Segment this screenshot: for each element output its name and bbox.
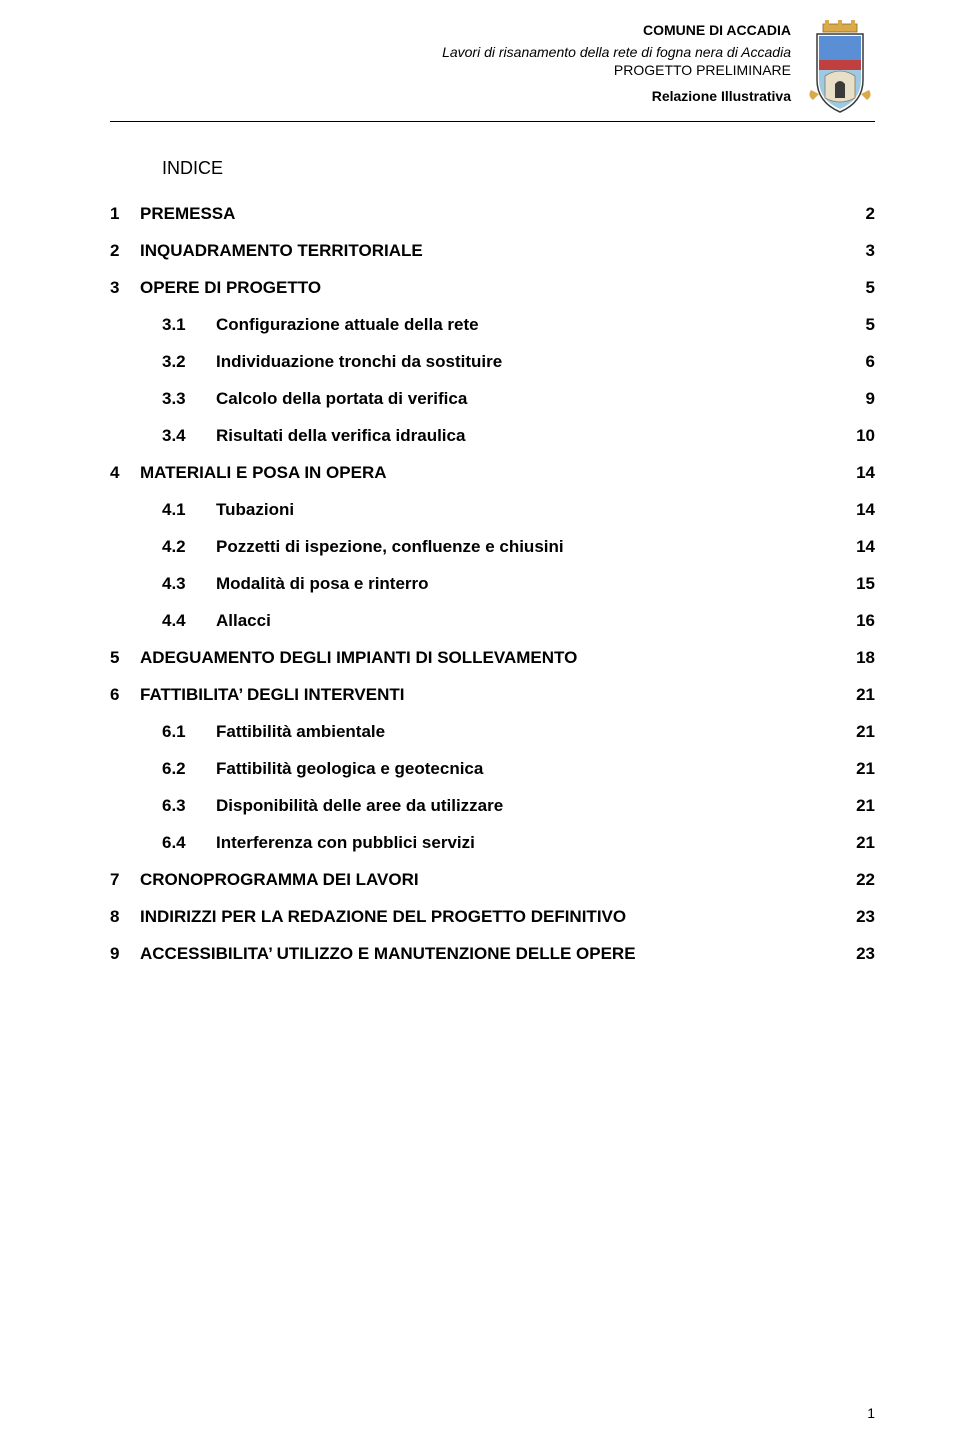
toc-entry-number: 4.1 bbox=[162, 501, 216, 518]
header-text: COMUNE DI ACCADIA Lavori di risanamento … bbox=[442, 20, 805, 104]
toc-entry-title: INDIRIZZI PER LA REDAZIONE DEL PROGETTO … bbox=[140, 908, 626, 925]
toc-entry-page: 15 bbox=[849, 575, 875, 592]
toc-entry-page: 23 bbox=[849, 908, 875, 925]
toc-entry-title: CRONOPROGRAMMA DEI LAVORI bbox=[140, 871, 419, 888]
toc-entry-page: 21 bbox=[849, 834, 875, 851]
toc-entry-number: 8 bbox=[110, 908, 140, 925]
toc-entry: 9ACCESSIBILITA’ UTILIZZO E MANUTENZIONE … bbox=[110, 945, 875, 962]
toc-entry-page: 22 bbox=[849, 871, 875, 888]
toc-entry-page: 23 bbox=[849, 945, 875, 962]
toc-entry-page: 2 bbox=[849, 205, 875, 222]
toc-entry: 7CRONOPROGRAMMA DEI LAVORI 22 bbox=[110, 871, 875, 888]
toc-entry-title: Pozzetti di ispezione, confluenze e chiu… bbox=[216, 538, 564, 555]
indice-title: INDICE bbox=[162, 158, 875, 179]
toc-entry: 3OPERE DI PROGETTO 5 bbox=[110, 279, 875, 296]
toc-entry: 8INDIRIZZI PER LA REDAZIONE DEL PROGETTO… bbox=[110, 908, 875, 925]
toc-entry-title: Disponibilità delle aree da utilizzare bbox=[216, 797, 503, 814]
toc-entry-title: ADEGUAMENTO DEGLI IMPIANTI DI SOLLEVAMEN… bbox=[140, 649, 577, 666]
toc-entry-title: Interferenza con pubblici servizi bbox=[216, 834, 475, 851]
toc-entry-number: 3.2 bbox=[162, 353, 216, 370]
toc-entry-number: 5 bbox=[110, 649, 140, 666]
toc-entry-number: 6.1 bbox=[162, 723, 216, 740]
toc-entry-title: OPERE DI PROGETTO bbox=[140, 279, 321, 296]
toc-entry: 4.2Pozzetti di ispezione, confluenze e c… bbox=[162, 538, 875, 555]
toc-entry: 4.3Modalità di posa e rinterro 15 bbox=[162, 575, 875, 592]
toc-entry: 1PREMESSA 2 bbox=[110, 205, 875, 222]
toc-entry-page: 3 bbox=[849, 242, 875, 259]
toc-entry: 6.1Fattibilità ambientale 21 bbox=[162, 723, 875, 740]
toc-entry-number: 4 bbox=[110, 464, 140, 481]
toc-entry-number: 3 bbox=[110, 279, 140, 296]
toc-entry-page: 16 bbox=[849, 612, 875, 629]
document-page: COMUNE DI ACCADIA Lavori di risanamento … bbox=[0, 0, 960, 1449]
toc-entry-title: Modalità di posa e rinterro bbox=[216, 575, 429, 592]
toc-entry: 4.4Allacci 16 bbox=[162, 612, 875, 629]
toc-entry: 6.4Interferenza con pubblici servizi 21 bbox=[162, 834, 875, 851]
toc-entry-page: 21 bbox=[849, 723, 875, 740]
toc-entry-page: 18 bbox=[849, 649, 875, 666]
toc-entry-title: Fattibilità ambientale bbox=[216, 723, 385, 740]
toc-entry-number: 6.4 bbox=[162, 834, 216, 851]
toc-entry: 3.3Calcolo della portata di verifica 9 bbox=[162, 390, 875, 407]
toc-entry-title: Configurazione attuale della rete bbox=[216, 316, 479, 333]
toc-entry-number: 7 bbox=[110, 871, 140, 888]
toc-entry: 6.2Fattibilità geologica e geotecnica 21 bbox=[162, 760, 875, 777]
table-of-contents: 1PREMESSA22INQUADRAMENTO TERRITORIALE33O… bbox=[110, 205, 875, 962]
header: COMUNE DI ACCADIA Lavori di risanamento … bbox=[430, 20, 875, 115]
toc-entry-page: 21 bbox=[849, 686, 875, 703]
toc-entry: 2INQUADRAMENTO TERRITORIALE 3 bbox=[110, 242, 875, 259]
toc-entry-number: 6 bbox=[110, 686, 140, 703]
toc-entry-title: MATERIALI E POSA IN OPERA bbox=[140, 464, 387, 481]
toc-entry: 6FATTIBILITA’ DEGLI INTERVENTI 21 bbox=[110, 686, 875, 703]
toc-entry-title: PREMESSA bbox=[140, 205, 235, 222]
toc-entry-title: INQUADRAMENTO TERRITORIALE bbox=[140, 242, 423, 259]
toc-entry-page: 14 bbox=[849, 538, 875, 555]
toc-entry: 5ADEGUAMENTO DEGLI IMPIANTI DI SOLLEVAME… bbox=[110, 649, 875, 666]
crest-icon bbox=[805, 20, 875, 115]
toc-entry-page: 10 bbox=[849, 427, 875, 444]
toc-entry-number: 4.3 bbox=[162, 575, 216, 592]
header-doc-type: PROGETTO PRELIMINARE bbox=[442, 62, 791, 78]
header-divider bbox=[110, 121, 875, 122]
toc-entry-number: 9 bbox=[110, 945, 140, 962]
toc-entry: 4.1Tubazioni 14 bbox=[162, 501, 875, 518]
toc-entry-page: 9 bbox=[849, 390, 875, 407]
toc-entry: 6.3Disponibilità delle aree da utilizzar… bbox=[162, 797, 875, 814]
toc-entry-number: 3.1 bbox=[162, 316, 216, 333]
toc-entry-title: Individuazione tronchi da sostituire bbox=[216, 353, 502, 370]
header-row: COMUNE DI ACCADIA Lavori di risanamento … bbox=[430, 20, 875, 115]
toc-entry-title: FATTIBILITA’ DEGLI INTERVENTI bbox=[140, 686, 404, 703]
toc-entry-number: 1 bbox=[110, 205, 140, 222]
toc-entry-title: Tubazioni bbox=[216, 501, 294, 518]
toc-entry: 3.1Configurazione attuale della rete 5 bbox=[162, 316, 875, 333]
toc-entry-number: 4.2 bbox=[162, 538, 216, 555]
toc-entry-page: 5 bbox=[849, 279, 875, 296]
page-number: 1 bbox=[867, 1405, 875, 1421]
toc-entry-page: 21 bbox=[849, 760, 875, 777]
toc-entry-title: Risultati della verifica idraulica bbox=[216, 427, 465, 444]
toc-entry-number: 6.2 bbox=[162, 760, 216, 777]
toc-entry-title: Allacci bbox=[216, 612, 271, 629]
toc-entry-number: 2 bbox=[110, 242, 140, 259]
toc-entry-page: 14 bbox=[849, 464, 875, 481]
toc-entry: 4MATERIALI E POSA IN OPERA 14 bbox=[110, 464, 875, 481]
toc-entry-page: 5 bbox=[849, 316, 875, 333]
toc-entry-number: 4.4 bbox=[162, 612, 216, 629]
toc-entry-title: ACCESSIBILITA’ UTILIZZO E MANUTENZIONE D… bbox=[140, 945, 636, 962]
toc-entry-page: 14 bbox=[849, 501, 875, 518]
toc-entry-number: 3.3 bbox=[162, 390, 216, 407]
toc-entry-number: 3.4 bbox=[162, 427, 216, 444]
toc-entry: 3.4Risultati della verifica idraulica 10 bbox=[162, 427, 875, 444]
toc-entry-title: Fattibilità geologica e geotecnica bbox=[216, 760, 483, 777]
toc-entry-page: 6 bbox=[849, 353, 875, 370]
toc-entry-number: 6.3 bbox=[162, 797, 216, 814]
toc-entry-page: 21 bbox=[849, 797, 875, 814]
header-section: Relazione Illustrativa bbox=[442, 88, 791, 104]
header-project: Lavori di risanamento della rete di fogn… bbox=[442, 44, 791, 60]
header-comune: COMUNE DI ACCADIA bbox=[442, 22, 791, 38]
toc-entry: 3.2Individuazione tronchi da sostituire 6 bbox=[162, 353, 875, 370]
toc-entry-title: Calcolo della portata di verifica bbox=[216, 390, 467, 407]
